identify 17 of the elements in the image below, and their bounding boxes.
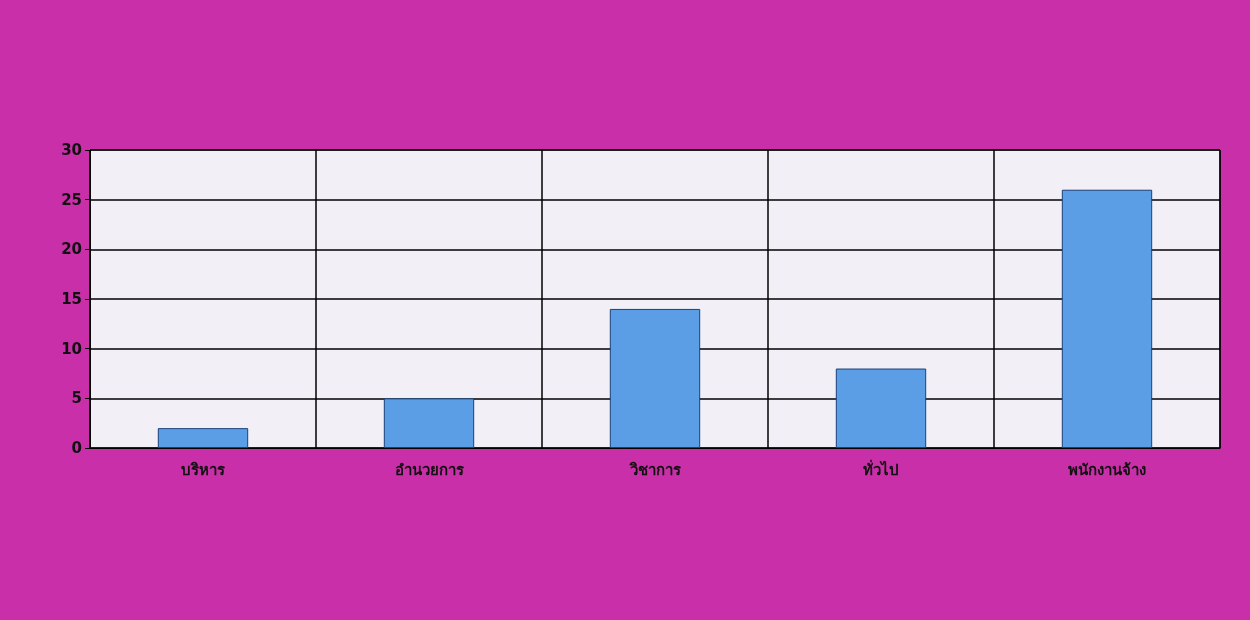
bar bbox=[609, 308, 701, 448]
x-tick-label: พนักงานจ้าง bbox=[1068, 460, 1146, 479]
y-tick-label: 25 bbox=[61, 190, 82, 209]
bar bbox=[1061, 189, 1153, 448]
y-tick-label: 20 bbox=[61, 240, 82, 259]
y-tick-label: 10 bbox=[61, 339, 82, 358]
bar bbox=[835, 368, 927, 448]
x-tick-label: อำนวยการ bbox=[394, 460, 465, 479]
x-tick-label: บริหาร bbox=[181, 460, 226, 479]
bar bbox=[157, 428, 249, 448]
x-tick-label: วิชาการ bbox=[628, 460, 682, 479]
y-tick-label: 30 bbox=[61, 141, 82, 159]
bar bbox=[383, 398, 475, 448]
y-tick-label: 15 bbox=[61, 290, 82, 308]
y-tick-label: 0 bbox=[71, 439, 82, 457]
y-tick-label: 5 bbox=[71, 389, 82, 408]
x-tick-label: ทั่วไป bbox=[863, 458, 899, 479]
